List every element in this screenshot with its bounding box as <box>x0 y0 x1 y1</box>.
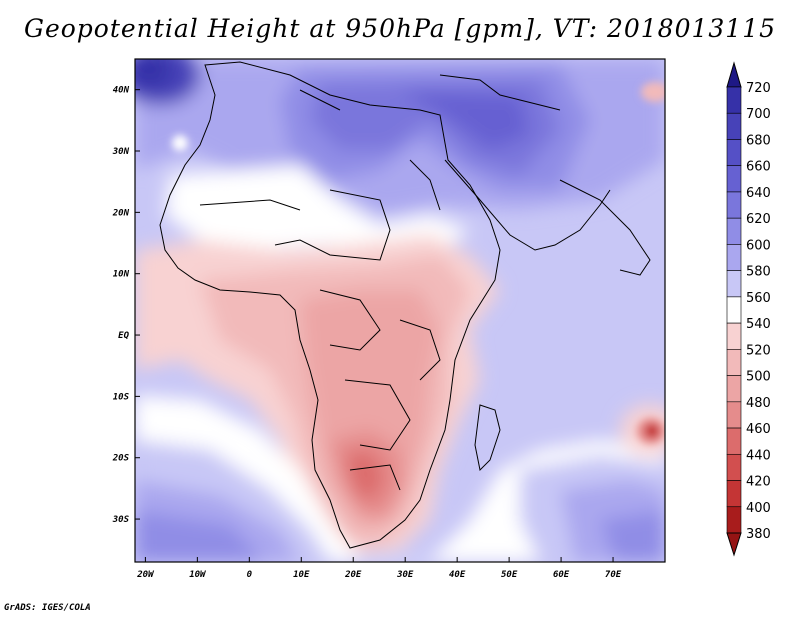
colorbar-label: 600 <box>746 238 771 253</box>
colorbar-label: 440 <box>746 448 771 463</box>
y-tick-label: 10N <box>113 270 130 280</box>
colorbar-swatch <box>726 165 742 193</box>
y-tick-label: 20N <box>112 208 130 218</box>
colorbar-label: 680 <box>746 133 771 148</box>
x-tick-label: 40E <box>449 570 466 580</box>
colorbar-swatch <box>726 322 742 350</box>
x-tick-label: 20E <box>344 570 362 580</box>
height-field <box>135 59 665 562</box>
colorbar-bottom-arrow <box>726 532 742 557</box>
colorbar: 720 700 680 660 640 620 600 580 560 540 520 500 480 4… <box>726 61 771 557</box>
x-tick-label: 60E <box>553 570 570 580</box>
colorbar-label: 720 <box>746 81 771 96</box>
colorbar-swatch <box>726 191 742 219</box>
colorbar-label: 580 <box>746 265 771 280</box>
axis-ticks <box>135 89 614 562</box>
coastlines <box>159 61 651 549</box>
y-axis-labels: 40N 30N 20N 10N EQ 10S 20S 30S <box>112 86 130 525</box>
colorbar-label: 560 <box>746 291 771 306</box>
colorbar-label: 700 <box>746 107 771 122</box>
colorbar-label: 640 <box>746 186 771 201</box>
colorbar-swatch <box>726 427 742 455</box>
colorbar-swatch <box>726 506 742 534</box>
y-tick-label: 10S <box>113 392 130 402</box>
colorbar-swatch <box>726 217 742 245</box>
colorbar-label: 660 <box>746 160 771 175</box>
x-tick-label: 10E <box>293 570 310 580</box>
x-tick-label: 10W <box>189 570 207 580</box>
colorbar-swatch <box>726 112 742 140</box>
y-tick-label: 40N <box>113 86 130 96</box>
colorbar-swatch <box>726 453 742 481</box>
y-tick-label: 30S <box>112 515 130 525</box>
x-axis-labels: 20W 10W 0 10E 20E 30E 40E 50E 60E 70E <box>136 570 621 580</box>
colorbar-swatch <box>726 296 742 324</box>
colorbar-swatch <box>726 349 742 376</box>
x-tick-label: 20W <box>136 570 155 580</box>
colorbar-swatch <box>726 480 742 508</box>
colorbar-label: 380 <box>746 527 771 542</box>
colorbar-swatch <box>726 270 742 298</box>
colorbar-label: 420 <box>746 475 771 490</box>
colorbar-swatch <box>726 375 742 403</box>
plot-frame <box>134 58 666 563</box>
colorbar-label: 520 <box>746 343 771 358</box>
colorbar-label: 400 <box>746 501 771 516</box>
colorbar-label: 500 <box>746 370 771 385</box>
grads-credit: GrADS: IGES/COLA <box>4 603 91 613</box>
colorbar-label: 480 <box>746 396 771 411</box>
y-tick-label: 30N <box>112 147 130 157</box>
x-tick-label: 30E <box>396 570 414 580</box>
colorbar-label: 540 <box>746 317 771 332</box>
colorbar-top-arrow <box>726 61 742 88</box>
y-tick-label: 20S <box>112 454 130 464</box>
map-title: Geopotential Height at 950hPa [gpm], VT:… <box>23 14 777 43</box>
x-tick-label: 50E <box>501 570 518 580</box>
colorbar-swatch <box>726 86 742 114</box>
colorbar-label: 460 <box>746 422 771 437</box>
x-tick-label: 70E <box>605 570 622 580</box>
colorbar-swatch <box>726 244 742 271</box>
colorbar-swatch <box>726 139 742 167</box>
x-tick-label: 0 <box>247 570 253 580</box>
colorbar-label: 620 <box>746 212 771 227</box>
y-tick-label: EQ <box>118 331 129 341</box>
colorbar-swatch <box>726 401 742 429</box>
